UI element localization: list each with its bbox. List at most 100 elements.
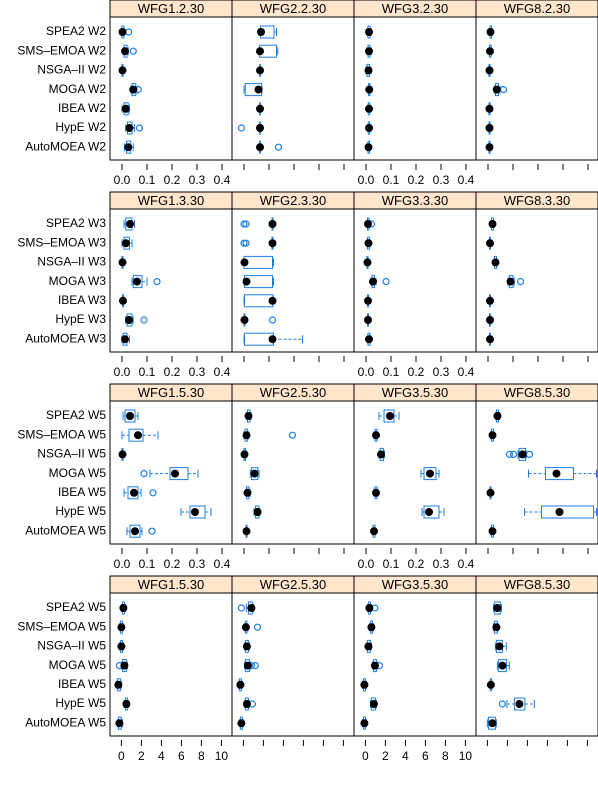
median — [240, 258, 249, 267]
median — [364, 143, 373, 152]
x-tick-label: 0.3 — [433, 173, 450, 187]
median — [118, 450, 127, 459]
median — [237, 719, 246, 728]
median — [488, 220, 497, 228]
x-tick-label: 0.3 — [189, 557, 206, 571]
outlier — [251, 661, 259, 670]
median — [485, 143, 494, 152]
median — [256, 66, 264, 75]
category-label: SPEA2 W5 — [46, 408, 106, 422]
median — [506, 277, 515, 286]
x-tick-label: 0.4 — [214, 365, 231, 379]
category-label: MOGA W5 — [49, 466, 107, 480]
median — [486, 316, 494, 324]
median — [131, 527, 139, 536]
median — [364, 642, 373, 651]
x-tick-label: 0.1 — [139, 365, 156, 379]
panel — [475, 592, 598, 737]
median — [134, 431, 142, 440]
median — [268, 220, 277, 228]
x-tick-label: 2 — [382, 749, 389, 763]
box — [545, 467, 574, 481]
outlier — [237, 124, 246, 132]
median — [372, 431, 380, 440]
x-tick-label: 0.0 — [358, 173, 375, 187]
outlier — [382, 278, 390, 286]
outlier — [525, 450, 534, 458]
median — [119, 604, 128, 612]
x-tick-label: 0.4 — [214, 173, 231, 187]
category-label: AutoMOEA W5 — [25, 523, 106, 537]
median — [243, 488, 252, 497]
median — [268, 296, 277, 305]
median — [365, 28, 373, 36]
panel — [231, 16, 355, 161]
x-tick-label: 0.1 — [139, 557, 156, 571]
panel-title: WFG8.5.30 — [504, 577, 570, 592]
x-tick-label: 0.4 — [458, 173, 475, 187]
median — [360, 680, 369, 689]
outlier — [498, 700, 506, 708]
median — [256, 143, 264, 152]
median — [365, 85, 374, 94]
x-tick-label: 0.2 — [164, 557, 181, 571]
x-tick-label: 0.3 — [189, 173, 206, 187]
median — [243, 661, 252, 670]
outlier — [288, 431, 297, 439]
x-tick-label: 6 — [422, 749, 429, 763]
median — [364, 66, 373, 75]
median — [486, 335, 494, 344]
x-tick-label: 10 — [459, 749, 473, 763]
median — [125, 316, 133, 324]
x-tick-label: 0 — [118, 749, 125, 763]
outlier — [516, 278, 525, 286]
median — [485, 124, 494, 132]
outlier — [509, 450, 518, 458]
median — [492, 85, 501, 94]
x-tick-label: 8 — [442, 749, 449, 763]
median — [253, 508, 262, 516]
median — [244, 412, 253, 420]
median — [377, 450, 385, 459]
x-tick-label: 0.0 — [114, 173, 131, 187]
panel-title: WFG8.2.30 — [504, 1, 570, 16]
median — [493, 604, 502, 612]
x-tick-label: 6 — [178, 749, 185, 763]
median — [555, 508, 564, 516]
median — [242, 700, 251, 708]
median — [125, 124, 134, 132]
outlier — [242, 239, 250, 247]
median — [256, 47, 264, 56]
median — [486, 296, 494, 305]
outlier — [253, 623, 261, 631]
category-label: NSGA–II W3 — [37, 255, 106, 269]
category-label: IBEA W3 — [58, 293, 106, 307]
panel-title: WFG3.3.30 — [382, 193, 448, 208]
category-label: SPEA2 W3 — [46, 216, 106, 230]
panel-title: WFG2.3.30 — [260, 193, 326, 208]
median — [364, 220, 372, 228]
median — [485, 104, 494, 113]
median — [364, 316, 372, 324]
median — [369, 277, 377, 286]
box — [129, 524, 141, 538]
panel-title: WFG3.5.30 — [382, 577, 448, 592]
median — [364, 296, 372, 305]
median — [372, 488, 380, 497]
median — [498, 661, 507, 670]
x-tick-label: 4 — [158, 749, 165, 763]
x-tick-label: 0.0 — [114, 365, 131, 379]
median — [364, 239, 373, 248]
panel-title: WFG2.5.30 — [260, 385, 326, 400]
box — [541, 505, 594, 519]
panel-title: WFG1.2.30 — [138, 1, 204, 16]
outlier — [505, 450, 514, 458]
median — [124, 143, 133, 152]
median — [492, 623, 501, 632]
median — [121, 47, 129, 56]
x-tick-label: 0.2 — [408, 557, 425, 571]
x-tick-label: 0.1 — [383, 365, 400, 379]
panel — [475, 400, 598, 545]
median — [365, 104, 373, 113]
